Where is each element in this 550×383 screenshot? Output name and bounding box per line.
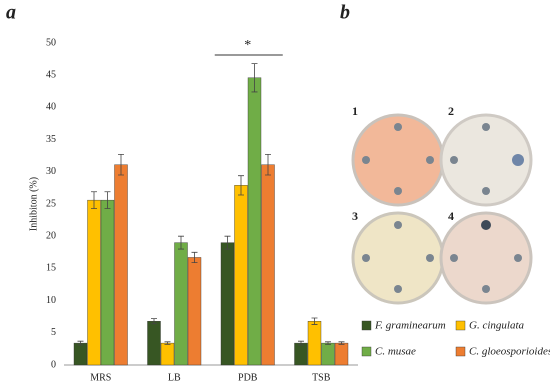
bar [307,321,322,366]
y-tick-label: 30 [46,166,56,177]
y-tick-label: 25 [46,198,56,209]
error-bar [164,341,171,345]
y-tick-label: 45 [46,69,56,80]
y-axis-label: Inhibiton (%) [28,177,39,231]
y-tick-label: 10 [46,295,56,306]
petri-dish [439,113,533,207]
bar [321,342,335,366]
photo-label: 2 [448,104,454,118]
error-bar [178,235,184,250]
error-bar [118,154,124,176]
bar [294,342,308,366]
y-tick-label: 15 [46,263,56,274]
annotation: * [244,38,251,53]
y-tick-label: 50 [46,37,56,48]
bar [114,164,128,366]
wells [362,123,524,293]
bar [234,185,248,366]
y-tick-label: 40 [46,102,56,113]
y-tick-label: 5 [51,327,56,338]
error-bar [311,317,318,325]
error-bar [224,235,231,250]
photo-label: 4 [448,209,454,223]
error-bar [191,251,198,264]
error-bar [151,318,157,325]
bar [73,342,88,366]
bar [187,257,202,366]
error-bar [91,191,97,209]
bar [334,342,349,366]
bar [220,242,235,366]
bar [174,242,188,366]
y-tick-label: 35 [46,134,56,145]
legend-swatch [361,346,372,357]
y-tick-label: 0 [51,359,56,370]
bar [160,342,175,366]
bar [261,164,275,366]
error-bar [104,191,111,209]
legend-label: C. gloeosporioides [469,346,550,358]
error-bar [265,154,271,176]
legend-swatch [361,320,372,331]
error-bar [77,340,84,346]
legend-swatch [455,320,466,331]
error-bar [238,175,244,196]
panel-label: a [6,2,16,24]
error-bar [251,63,258,93]
error-bar [298,340,304,346]
bar [247,77,262,366]
x-tick-label: TSB [312,372,331,383]
bar [87,199,101,366]
legend-swatch [455,346,466,357]
petri-dish [439,211,533,305]
photo-label: 1 [352,104,358,118]
bar [100,199,115,366]
panel-label: b [340,2,350,24]
x-tick-label: MRS [90,372,111,383]
legend-label: C. musae [375,346,416,358]
y-tick-label: 20 [46,230,56,241]
photo-label: 3 [352,209,358,223]
x-tick-label: PDB [238,372,258,383]
legend-label: G. cingulata [469,320,524,332]
legend-label: F. graminearum [374,320,446,332]
x-tick-label: LB [168,372,181,383]
error-bar [338,341,345,345]
bar [147,321,161,366]
error-bar [325,341,331,345]
photos: 1 2 3 4 [351,104,533,305]
